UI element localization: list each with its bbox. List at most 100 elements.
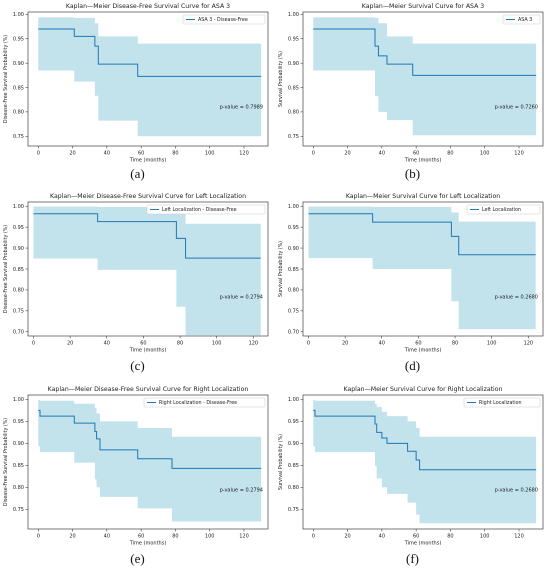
p-value-annotation: p-value = 0.7260 [495,104,538,110]
legend-box [466,204,541,215]
x-tick-label: 0 [312,151,315,157]
x-axis-label: Time (months) [404,541,442,547]
legend-label: ASA 3 - Disease-Free [198,17,248,23]
confidence-band [313,17,537,136]
y-tick-label: 0.85 [13,267,24,273]
y-tick-label: 1.00 [288,397,299,403]
legend: Right Localization - Disease-Free [143,397,266,408]
x-tick-label: 80 [172,534,178,540]
y-tick-label: 0.90 [288,441,299,447]
survival-curve-line [38,28,262,77]
y-axis-label: Disease-Free Survival Probability (%) [3,418,9,506]
legend: ASA 3 [502,14,541,25]
x-tick-label: 80 [177,341,183,347]
y-tick-label: 0.75 [13,134,24,140]
legend-label: ASA 3 [518,17,532,23]
km-chart-d: Kaplan—Meier Survival Curve for Left Loc… [278,193,544,354]
y-tick-label: 1.00 [13,204,24,210]
y-tick-label: 0.85 [13,85,24,91]
y-tick-label: 0.75 [13,309,24,315]
legend: Right Localization [463,397,541,408]
y-axis-label: Survival Probability (%) [278,434,284,490]
x-tick-label: 120 [239,151,249,157]
y-tick-label: 1.00 [288,204,299,210]
caption-f: (f) [406,551,419,566]
x-axis-label: Time (months) [404,158,442,164]
x-tick-label: 40 [104,534,110,540]
confidence-band [308,206,536,330]
legend-box [463,397,541,408]
y-tick-label: 0.95 [13,419,24,425]
y-tick-label: 0.95 [288,37,299,43]
confidence-band [313,399,537,524]
x-axis-label: Time (months) [404,348,442,354]
y-tick-label: 1.00 [13,397,24,403]
legend-label: Left Localization - Disease-Free [162,207,237,213]
x-tick-label: 20 [69,534,75,540]
caption-b: (b) [404,166,421,181]
p-value-annotation: p-value = 0.2794 [220,294,263,300]
y-tick-label: 0.95 [288,225,299,231]
x-tick-label: 100 [205,151,215,157]
x-tick-label: 60 [415,341,421,347]
legend-label: Left Localization [482,207,521,213]
plot-frame [302,11,544,147]
x-tick-label: 120 [514,151,524,157]
km-chart-c: Kaplan—Meier Disease-Free Survival Curve… [3,193,269,354]
caption-d: (d) [404,358,421,373]
legend: Left Localization [466,204,541,215]
legend-box [502,14,541,25]
km-chart-b: Kaplan—Meier Survival Curve for ASA 3 0 20… [278,3,544,164]
y-tick-label: 0.75 [288,309,299,315]
p-value-annotation: p-value = 0.7989 [220,104,263,110]
y-tick-label: 0.90 [288,246,299,252]
x-tick-label: 0 [37,151,40,157]
chart-title: Kaplan—Meier Survival Curve for Right Lo… [344,386,503,393]
x-tick-label: 40 [104,341,110,347]
legend-box [146,204,266,215]
x-tick-label: 100 [487,341,497,347]
y-axis-label: Disease-Free Survival Probability (%) [3,35,9,123]
x-tick-label: 20 [344,151,350,157]
y-tick-label: 0.75 [13,507,24,513]
y-tick-label: 0.95 [13,225,24,231]
x-tick-label: 40 [379,534,385,540]
x-tick-label: 80 [447,534,453,540]
x-tick-label: 0 [312,534,315,540]
x-tick-label: 60 [138,534,144,540]
chart-title: Kaplan—Meier Disease-Free Survival Curve… [48,386,249,393]
y-tick-label: 0.80 [288,110,299,116]
legend-box [143,397,266,408]
legend: ASA 3 - Disease-Free [182,14,266,25]
x-tick-label: 0 [32,341,35,347]
y-tick-label: 1.00 [288,12,299,18]
chart-title: Kaplan—Meier Survival Curve for Left Loc… [346,193,500,200]
x-tick-label: 60 [140,341,146,347]
chart-title: Kaplan—Meier Disease-Free Survival Curve… [66,3,230,10]
y-tick-label: 0.90 [13,246,24,252]
y-tick-label: 0.70 [13,330,24,336]
x-tick-label: 20 [344,534,350,540]
caption-e: (e) [130,551,145,566]
x-tick-label: 80 [447,151,453,157]
confidence-band [38,399,262,522]
x-axis-label: Time (months) [129,541,167,547]
x-tick-label: 20 [67,341,73,347]
y-tick-label: 0.90 [13,441,24,447]
y-tick-label: 0.85 [288,267,299,273]
y-axis-label: Survival Probability (%) [278,241,284,297]
legend-box [182,14,266,25]
y-tick-label: 0.85 [13,463,24,469]
x-axis-label: Time (months) [129,158,167,164]
x-tick-label: 120 [249,341,259,347]
y-tick-label: 0.85 [288,463,299,469]
p-value-annotation: p-value = 0.2680 [495,294,538,300]
chart-title: Kaplan—Meier Disease-Free Survival Curve… [50,193,246,200]
confidence-band [33,206,261,336]
y-axis-label: Survival Probability (%) [278,51,284,107]
survival-curve-line [33,213,261,259]
x-tick-label: 0 [37,534,40,540]
x-tick-label: 40 [379,341,385,347]
caption-a: (a) [130,166,145,181]
x-axis-label: Time (months) [129,348,167,354]
